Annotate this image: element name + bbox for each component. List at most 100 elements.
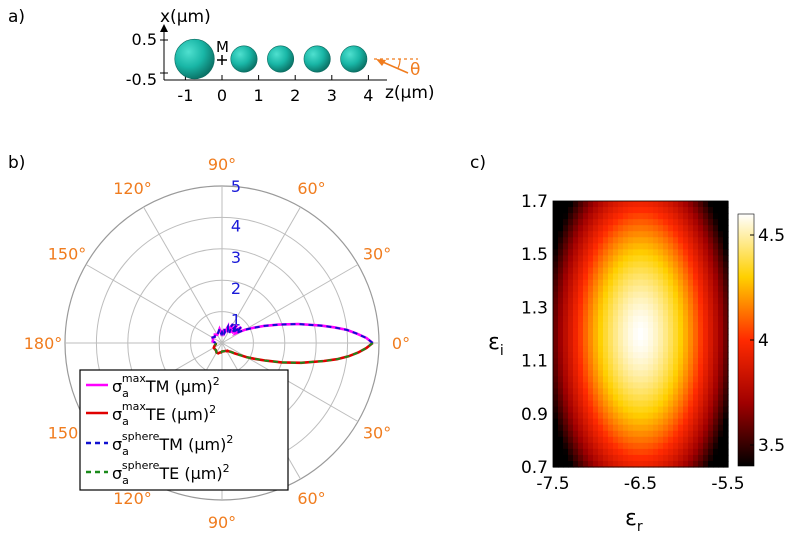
heatmap-cell — [693, 454, 699, 462]
heatmap-cell — [698, 382, 704, 390]
heatmap-cell — [638, 340, 644, 347]
heatmap-cell — [713, 358, 719, 365]
heatmap-cell — [573, 267, 579, 275]
heatmap-cell — [658, 309, 664, 317]
heatmap-cell — [613, 255, 619, 263]
heatmap-cell — [723, 219, 729, 226]
heatmap-cell — [553, 460, 559, 468]
heatmap-cell — [613, 213, 619, 220]
heatmap-cell — [718, 201, 724, 208]
heatmap-cell — [683, 321, 689, 329]
heatmap-cell — [598, 370, 604, 377]
heatmap-cell — [568, 309, 574, 317]
heatmap-cell — [698, 364, 704, 371]
heatmap-cell — [573, 400, 579, 408]
heatmap-cell — [568, 219, 574, 226]
heatmap-cell — [708, 315, 714, 323]
heatmap-cell — [668, 261, 674, 269]
heatmap-cell — [628, 267, 634, 275]
heatmap-cell — [658, 297, 664, 305]
svg-text:σamaxTE (μm)2: σamaxTE (μm)2 — [112, 400, 216, 428]
polar-angle-label: 30° — [363, 245, 391, 264]
heatmap-cell — [648, 442, 654, 450]
heatmap-cell — [673, 448, 679, 456]
heatmap-x-ticks: -7.5 -6.5 -5.5 — [536, 474, 744, 494]
heatmap-cell — [693, 370, 699, 377]
heatmap-cell — [688, 334, 694, 341]
heatmap-cell — [578, 388, 584, 396]
heatmap-cell — [643, 237, 649, 244]
heatmap-cell — [593, 303, 599, 311]
heatmap-cell — [653, 309, 659, 317]
heatmap-cell — [638, 424, 644, 432]
heatmap-cell — [613, 237, 619, 244]
heatmap-cell — [618, 388, 624, 396]
heatmap-cell — [718, 297, 724, 305]
heatmap-cell — [598, 376, 604, 383]
heatmap-cell — [703, 201, 709, 208]
heatmap-cell — [653, 412, 659, 420]
heatmap-cell — [658, 334, 664, 341]
heatmap-cell — [628, 327, 634, 335]
heatmap-cell — [638, 418, 644, 426]
heatmap-cell — [618, 237, 624, 244]
heatmap-cell — [613, 418, 619, 426]
heatmap-cell — [658, 207, 664, 214]
heatmap-cell — [693, 424, 699, 432]
heatmap-cell — [613, 207, 619, 214]
heatmap-cell — [623, 201, 629, 208]
heatmap-cell — [583, 358, 589, 365]
heatmap-cell — [628, 394, 634, 402]
heatmap-cell — [603, 261, 609, 269]
heatmap-cell — [643, 279, 649, 287]
heatmap-cell — [563, 249, 569, 257]
heatmap-cell — [668, 207, 674, 214]
heatmap-cell — [678, 334, 684, 341]
heatmap-cell — [613, 406, 619, 414]
heatmap-cell — [678, 279, 684, 287]
heatmap-cell — [688, 219, 694, 226]
z-tick-label: 3 — [327, 86, 337, 105]
heatmap-cell — [593, 412, 599, 420]
heatmap-cell — [573, 358, 579, 365]
heatmap-cell — [553, 334, 559, 341]
heatmap-cell — [568, 394, 574, 402]
heatmap-cell — [553, 442, 559, 450]
heatmap-cell — [618, 321, 624, 329]
heatmap-cell — [598, 352, 604, 359]
heatmap-cell — [668, 225, 674, 232]
heatmap-cell — [688, 388, 694, 396]
heatmap-cell — [683, 382, 689, 390]
heatmap-cell — [628, 460, 634, 468]
heatmap-cell — [578, 285, 584, 293]
heatmap-cell — [663, 321, 669, 329]
heatmap-cell — [708, 321, 714, 329]
heatmap-cell — [713, 255, 719, 263]
heatmap-cell — [683, 352, 689, 359]
heatmap-cell — [653, 303, 659, 311]
heatmap-cell — [658, 358, 664, 365]
heatmap-cell — [693, 285, 699, 293]
heatmap-cell — [673, 303, 679, 311]
heatmap-cell — [578, 219, 584, 226]
heatmap-cell — [668, 460, 674, 468]
heatmap-cell — [628, 243, 634, 250]
heatmap-cell — [598, 327, 604, 335]
heatmap-cell — [603, 334, 609, 341]
heatmap-cell — [608, 460, 614, 468]
heatmap-cell — [648, 249, 654, 257]
heatmap-cell — [718, 309, 724, 317]
heatmap-cell — [588, 448, 594, 456]
heatmap-cell — [623, 285, 629, 293]
heatmap-cell — [698, 370, 704, 377]
heatmap-cell — [563, 207, 569, 214]
heatmap-cell — [703, 388, 709, 396]
heatmap-cell — [623, 249, 629, 257]
heatmap-cell — [683, 303, 689, 311]
heatmap-cell — [643, 352, 649, 359]
heatmap-cell — [583, 315, 589, 323]
heatmap-cell — [698, 201, 704, 208]
heatmap-cell — [698, 291, 704, 299]
heatmap-cell — [553, 303, 559, 311]
